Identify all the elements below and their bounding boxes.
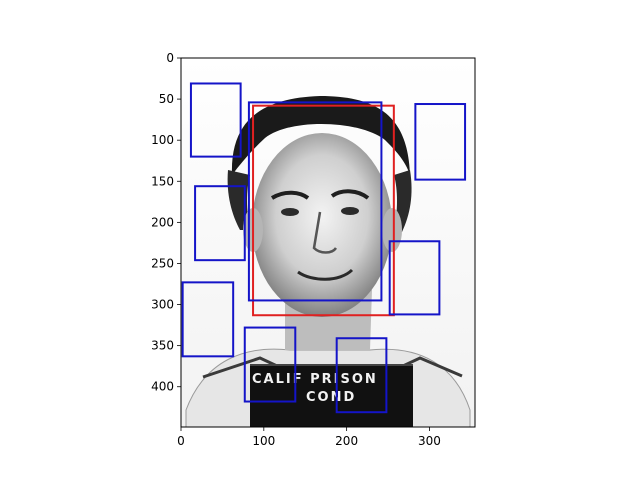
bounding-box-4 (194, 185, 246, 262)
axes-frame (180, 57, 476, 428)
y-tick-label: 200 (151, 215, 174, 229)
mugshot-image: CALIF PRISON COND (181, 58, 475, 427)
y-tick-label: 50 (159, 92, 174, 106)
placard-text-line1: CALIF PRISON (252, 372, 378, 387)
y-tick-label: 300 (151, 298, 174, 312)
y-tick-label: 350 (151, 339, 174, 353)
y-tick-label: 400 (151, 380, 174, 394)
bounding-box-8 (243, 326, 297, 403)
y-tick-label: 0 (166, 51, 174, 65)
bounding-box-2 (247, 101, 383, 302)
y-axis-ticks: 0 50 100 150 200 250 300 350 400 (151, 51, 181, 394)
bounding-box-5 (181, 281, 235, 358)
placard-text-line2: COND (306, 390, 356, 405)
x-tick-label: 0 (177, 434, 185, 448)
y-tick-label: 250 (151, 256, 174, 270)
bounding-box-3 (189, 82, 242, 158)
bounding-box-9 (335, 337, 388, 414)
bounding-boxes (181, 82, 467, 414)
x-tick-label: 200 (335, 434, 358, 448)
bounding-box-7 (388, 240, 441, 316)
y-tick-label: 150 (151, 174, 174, 188)
x-tick-label: 300 (418, 434, 441, 448)
x-tick-label: 100 (252, 434, 275, 448)
y-tick-label: 100 (151, 133, 174, 147)
x-axis-ticks: 0 100 200 300 (177, 427, 441, 448)
bounding-box-6 (414, 103, 467, 181)
bounding-box-1 (252, 104, 395, 317)
